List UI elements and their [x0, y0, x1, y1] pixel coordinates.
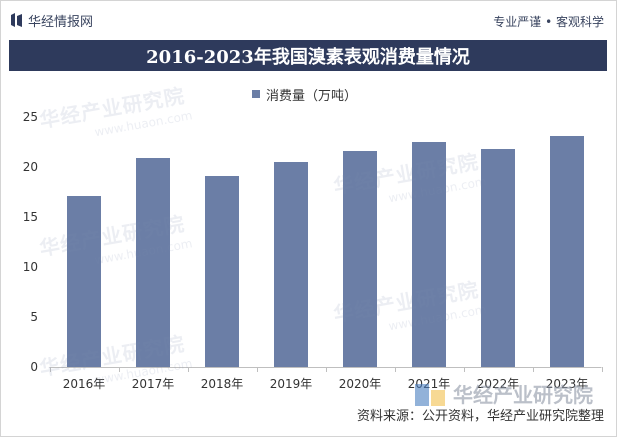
legend: 消费量（万吨）: [252, 85, 358, 104]
x-tick-label: 2022年: [477, 377, 520, 391]
y-tick-label: 15: [23, 210, 38, 224]
legend-swatch: [252, 90, 260, 98]
source-note: 资料来源：公开资料，华经产业研究院整理: [356, 409, 604, 424]
bar-2020: [343, 151, 377, 367]
legend-label: 消费量（万吨）: [266, 88, 358, 104]
y-tick-label: 0: [30, 360, 38, 374]
x-tick-label: 2017年: [132, 377, 175, 391]
bar-series: [67, 136, 584, 367]
chart-title-banner: 2016-2023年我国溴素表观消费量情况: [9, 40, 607, 71]
bar-2021: [412, 142, 446, 367]
x-tick-label: 2021年: [408, 377, 451, 391]
header-bar: 华经情报网 专业严谨 • 客观科学: [1, 1, 616, 37]
brand: 华经情报网: [11, 11, 94, 30]
y-tick-label: 5: [30, 310, 38, 324]
brand-logo-icon: [11, 13, 22, 27]
bar-2019: [274, 162, 308, 367]
x-axis: [49, 367, 603, 372]
x-tick-label: 2023年: [546, 377, 589, 391]
x-tick-label: 2019年: [270, 377, 313, 391]
x-tick-label: 2018年: [201, 377, 244, 391]
x-tick-label: 2020年: [339, 377, 382, 391]
y-tick-label: 20: [23, 160, 38, 174]
bar-2017: [136, 158, 170, 367]
slogan: 专业严谨 • 客观科学: [493, 15, 604, 29]
bar-2022: [481, 149, 515, 367]
chart-title: 2016-2023年我国溴素表观消费量情况: [146, 46, 470, 68]
y-axis-tick-labels: 0 5 10 15 20 25: [23, 110, 38, 374]
bar-2016: [67, 196, 101, 367]
bar-2018: [205, 176, 239, 367]
bar-2023: [550, 136, 584, 367]
y-tick-label: 25: [23, 110, 38, 124]
y-tick-label: 10: [23, 260, 38, 274]
x-axis-tick-labels: 2016年 2017年 2018年 2019年 2020年 2021年 2022年 2023年: [63, 377, 589, 391]
x-tick-label: 2016年: [63, 377, 106, 391]
brand-name: 华经情报网: [28, 14, 94, 30]
